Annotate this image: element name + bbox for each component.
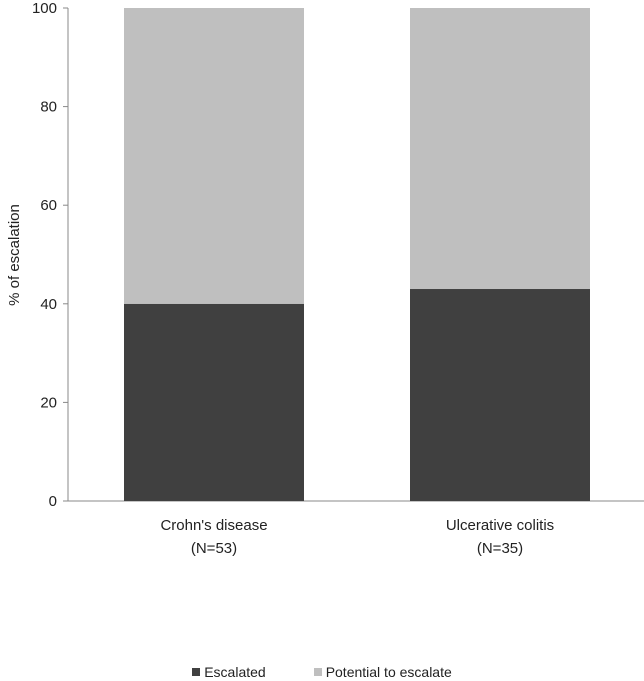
y-tick-label: 80 xyxy=(40,99,57,116)
bars xyxy=(124,8,590,501)
bar-segment xyxy=(410,8,590,290)
x-category-sublabel: (N=53) xyxy=(191,540,237,557)
y-tick-label: 0 xyxy=(49,493,57,510)
stacked-bar-chart: 0 20 40 60 80 100 Crohn's disease (N=53) Ulcera… xyxy=(6,0,644,557)
legend-swatch-potential xyxy=(313,668,322,676)
y-tick-label: 100 xyxy=(32,0,57,17)
y-axis-label: % of escalation xyxy=(6,204,23,306)
x-categories: Crohn's disease (N=53) Ulcerative colitis (… xyxy=(160,517,554,557)
legend-item-potential: Potential to escalate xyxy=(313,664,452,680)
x-category-label: Ulcerative colitis xyxy=(446,517,554,534)
legend-item-escalated: Escalated xyxy=(192,664,266,680)
y-tick-label: 20 xyxy=(40,394,57,411)
bar-segment xyxy=(410,289,590,501)
x-category-label: Crohn's disease xyxy=(160,517,267,534)
bar-segment xyxy=(124,8,304,304)
legend: Escalated Potential to escalate xyxy=(0,664,644,680)
y-ticks: 0 20 40 60 80 100 xyxy=(32,0,68,510)
legend-label-potential: Potential to escalate xyxy=(325,664,452,680)
y-tick-label: 60 xyxy=(40,197,57,214)
y-tick-label: 40 xyxy=(40,296,57,313)
legend-label-escalated: Escalated xyxy=(204,664,266,680)
bar-segment xyxy=(124,303,304,501)
x-category-sublabel: (N=35) xyxy=(477,540,523,557)
legend-swatch-escalated xyxy=(192,668,201,676)
